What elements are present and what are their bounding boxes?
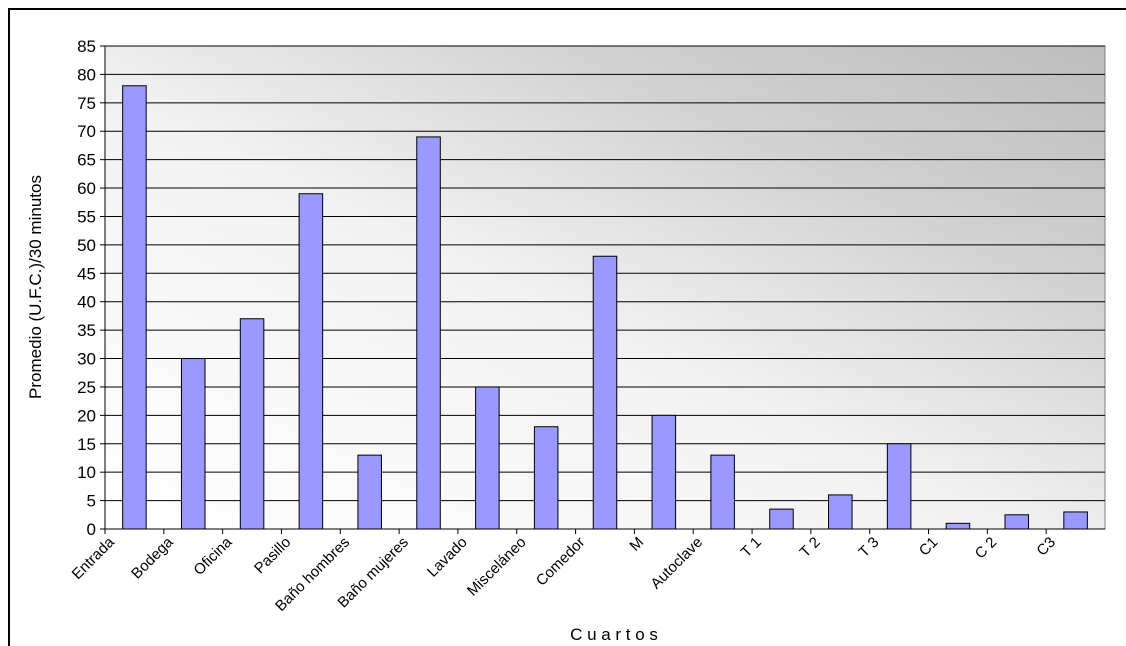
y-tick-label: 80 <box>77 65 96 84</box>
x-tick-label: Oficina <box>190 533 235 578</box>
bar <box>886 443 912 530</box>
x-tick-label: Misceláneo <box>464 534 530 600</box>
y-axis-title: Promedio (U.F.C.)/30 minutos <box>26 175 45 399</box>
bar <box>180 358 206 530</box>
x-tick-label: T 1 <box>738 534 765 561</box>
y-tick-label: 75 <box>77 94 96 113</box>
bar <box>533 426 559 530</box>
x-tick-label: T 3 <box>855 534 882 561</box>
bar <box>828 494 853 530</box>
y-tick-label: 10 <box>77 463 96 482</box>
x-tick-label: Bodega <box>128 533 177 582</box>
y-tick-label: 20 <box>77 406 96 425</box>
x-tick-label: Comedor <box>533 534 589 590</box>
bar <box>769 508 794 530</box>
bar <box>475 386 500 530</box>
bar <box>416 136 441 530</box>
y-tick-label: 0 <box>87 520 96 539</box>
bar <box>298 193 324 530</box>
bar <box>1063 511 1088 530</box>
y-tick-label: 65 <box>77 151 96 170</box>
y-tick-label: 85 <box>77 37 96 56</box>
y-tick-label: 25 <box>77 378 96 397</box>
y-tick-label: 70 <box>77 122 96 141</box>
x-tick-label: Autoclave <box>647 534 706 593</box>
bar <box>357 454 382 530</box>
y-tick-label: 60 <box>77 179 96 198</box>
y-tick-label: 50 <box>77 236 96 255</box>
x-tick-label: C1 <box>916 534 942 560</box>
y-tick-label: 40 <box>77 293 96 312</box>
bar <box>122 85 147 530</box>
y-tick-label: 35 <box>77 321 96 340</box>
x-tick-label: M <box>626 534 647 555</box>
y-axis-ticks: 0 5 10 15 20 25 30 35 40 45 50 55 60 65 70 75 80 85 <box>77 37 105 539</box>
bar <box>1004 514 1030 530</box>
bar <box>945 522 971 530</box>
y-tick-label: 45 <box>77 264 96 283</box>
y-tick-label: 5 <box>87 492 96 511</box>
x-tick-label: Pasillo <box>251 534 294 577</box>
x-tick-label: Lavado <box>424 534 471 581</box>
x-tick-label: T 2 <box>797 534 824 561</box>
bar <box>239 318 265 530</box>
x-axis-title: C u a r t o s <box>570 625 658 644</box>
x-tick-label: C 2 <box>972 534 1001 563</box>
y-tick-label: 55 <box>77 207 96 226</box>
bar <box>592 255 618 530</box>
y-tick-label: 30 <box>77 350 96 369</box>
bar <box>710 454 735 530</box>
x-tick-label: Entrada <box>69 533 119 583</box>
bar <box>651 414 677 530</box>
x-tick-label: C3 <box>1033 534 1059 560</box>
y-tick-label: 15 <box>77 435 96 454</box>
bars <box>122 85 1088 530</box>
